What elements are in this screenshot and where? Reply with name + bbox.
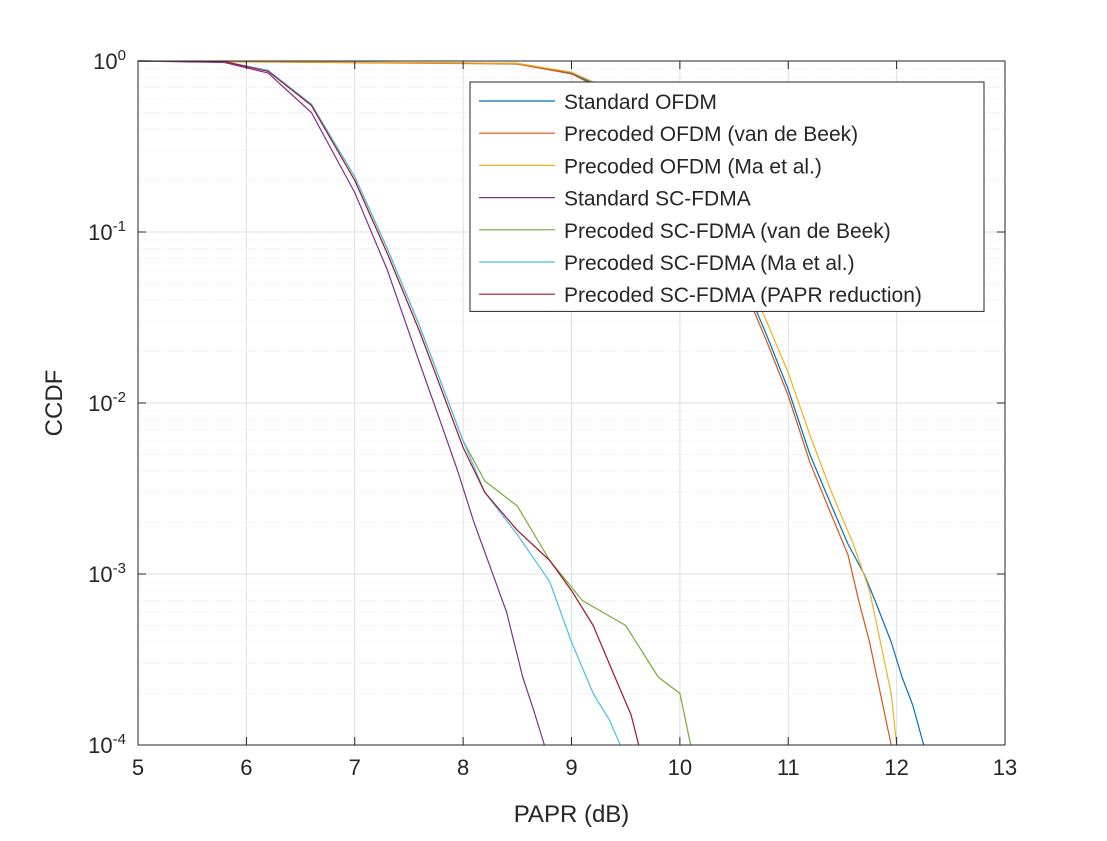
x-tick-label: 10	[668, 755, 692, 780]
series-line-7	[137, 60, 640, 746]
x-axis-label: PAPR (dB)	[514, 801, 630, 828]
x-tick-label: 13	[993, 755, 1017, 780]
y-tick-label: 10-3	[88, 560, 126, 587]
x-tick-label: 7	[349, 755, 361, 780]
legend-label: Precoded SC-FDMA (PAPR reduction)	[564, 284, 922, 307]
x-tick-label: 11	[777, 755, 800, 780]
legend: Standard OFDM Precoded OFDM (van de Beek)…	[469, 81, 985, 312]
x-tick-label: 6	[240, 755, 252, 780]
legend-label: Standard SC-FDMA	[564, 188, 751, 211]
legend-box	[469, 81, 985, 312]
y-tick-label: 10-4	[88, 731, 126, 758]
legend-label: Precoded SC-FDMA (Ma et al.)	[564, 252, 855, 275]
legend-label: Standard OFDM	[564, 91, 717, 114]
legend-label: Precoded OFDM (van de Beek)	[564, 123, 858, 146]
y-tick-label: 10-2	[88, 389, 126, 416]
y-axis-label: CCDF	[41, 370, 68, 437]
y-tick-label: 10-1	[88, 218, 126, 245]
x-tick-label: 5	[132, 755, 144, 780]
x-tick-label: 8	[457, 755, 469, 780]
y-tick-label: 100	[93, 47, 126, 74]
series-line-4	[137, 60, 545, 746]
series-line-6	[137, 60, 621, 746]
x-tick-label: 12	[884, 755, 908, 780]
legend-label: Precoded OFDM (Ma et al.)	[564, 155, 822, 178]
axis-ticks: 5 6 7 8 9 10 11 12 13 100 10-1 10-2 10-3 10-4	[88, 47, 1017, 780]
legend-label: Precoded SC-FDMA (van de Beek)	[564, 220, 891, 243]
series-line-3	[137, 60, 898, 746]
x-tick-label: 9	[565, 755, 577, 780]
